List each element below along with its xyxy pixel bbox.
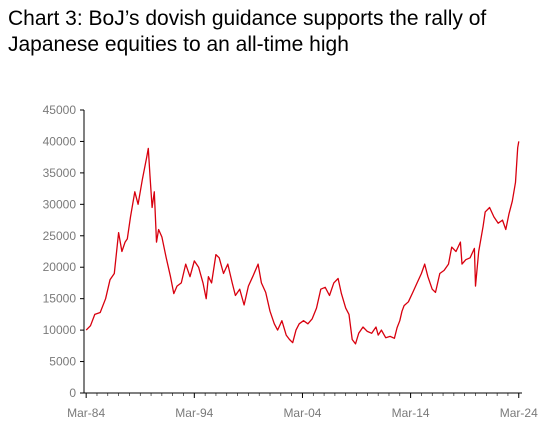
y-tick-label: 5000 — [49, 355, 76, 369]
chart-title-line-2: Japanese equities to an all-time high — [8, 33, 349, 56]
y-axis: 0 5000 10000 15000 20000 25000 30000 35000 40000… — [43, 103, 85, 400]
y-tick-label: 0 — [69, 386, 76, 400]
chart-title: Chart 3: BoJ’s dovish guidance supports … — [8, 6, 556, 58]
y-tick-label: 15000 — [43, 292, 77, 306]
series-line — [85, 141, 520, 345]
x-tick-label: Mar-04 — [283, 406, 321, 420]
x-axis: Mar-84 Mar-94 Mar-04 Mar-14 Mar-24 — [67, 392, 538, 420]
x-tick-label: Mar-94 — [175, 406, 213, 420]
y-tick-label: 35000 — [43, 166, 77, 180]
y-tick-label: 20000 — [43, 260, 77, 274]
y-tick-label: 30000 — [43, 197, 77, 211]
x-tick-label: Mar-84 — [67, 406, 105, 420]
x-tick-label: Mar-14 — [392, 406, 430, 420]
y-tick-label: 10000 — [43, 323, 77, 337]
x-tick-label: Mar-24 — [500, 406, 538, 420]
chart-title-line-1: Chart 3: BoJ’s dovish guidance supports … — [8, 7, 487, 30]
y-tick-label: 40000 — [43, 134, 77, 148]
y-tick-label: 25000 — [43, 229, 77, 243]
y-tick-label: 45000 — [43, 103, 77, 117]
series-layer — [85, 141, 520, 345]
